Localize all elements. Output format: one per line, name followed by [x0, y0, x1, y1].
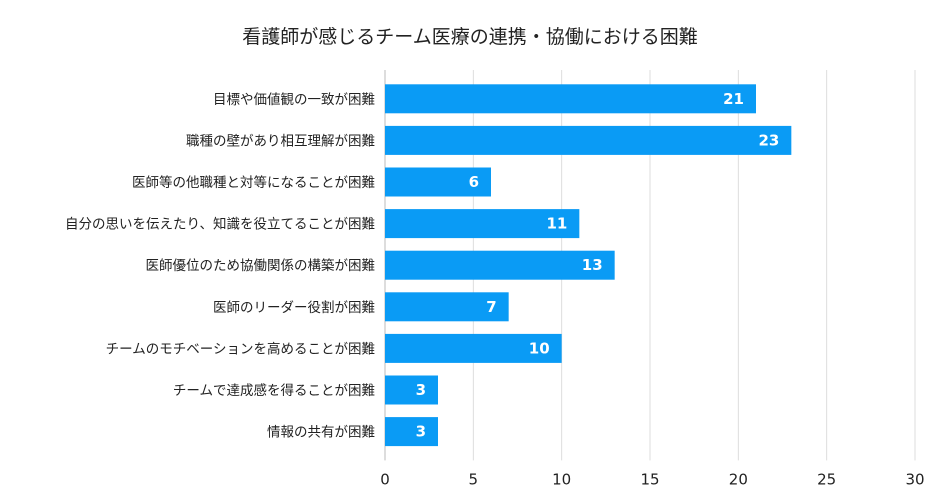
category-label: 情報の共有が困難	[267, 425, 375, 441]
value-label: 3	[416, 381, 426, 399]
category-label: 自分の思いを伝えたり、知識を役立てることが困難	[65, 216, 375, 233]
bar	[385, 250, 615, 280]
category-label: 医師等の他職種と対等になることが困難	[132, 174, 375, 191]
value-label: 21	[723, 90, 744, 108]
value-label: 7	[486, 298, 496, 316]
label-layer: 目標や価値観の一致が困難 21 職種の壁があり相互理解が困難 23 医師等の他職種と対等…	[65, 90, 779, 441]
category-label: 医師のリーダー役割が困難	[213, 299, 375, 316]
bar	[385, 292, 509, 322]
bar	[385, 333, 562, 363]
x-tick-label: 0	[380, 470, 390, 488]
value-label: 11	[546, 215, 567, 233]
value-label: 10	[529, 339, 550, 357]
x-tick-label: 15	[640, 470, 659, 488]
value-label: 23	[758, 131, 779, 149]
chart-title: 看護師が感じるチーム医療の連携・協働における困難	[242, 26, 698, 48]
bar	[385, 417, 438, 447]
x-tick-label: 20	[729, 470, 748, 488]
category-label: 医師優位のため協働関係の構築が困難	[146, 258, 376, 274]
category-label: チームのモチベーションを高めることが困難	[106, 340, 375, 357]
bar	[385, 125, 792, 155]
bar	[385, 167, 491, 197]
category-label: チームで達成感を得ることが困難	[173, 382, 375, 399]
x-tick-label: 10	[552, 470, 571, 488]
tick-layer: 0 5 10 15 20 25 30	[380, 470, 924, 488]
x-tick-label: 30	[905, 470, 924, 488]
value-label: 6	[469, 173, 479, 191]
value-label: 3	[416, 423, 426, 441]
bar-layer	[385, 84, 792, 447]
value-label: 13	[582, 256, 603, 274]
bar	[385, 375, 438, 405]
bar	[385, 209, 580, 239]
x-tick-label: 5	[469, 470, 479, 488]
category-label: 目標や価値観の一致が困難	[213, 91, 375, 108]
category-label: 職種の壁があり相互理解が困難	[186, 133, 375, 149]
x-tick-label: 25	[817, 470, 836, 488]
bar	[385, 84, 756, 114]
